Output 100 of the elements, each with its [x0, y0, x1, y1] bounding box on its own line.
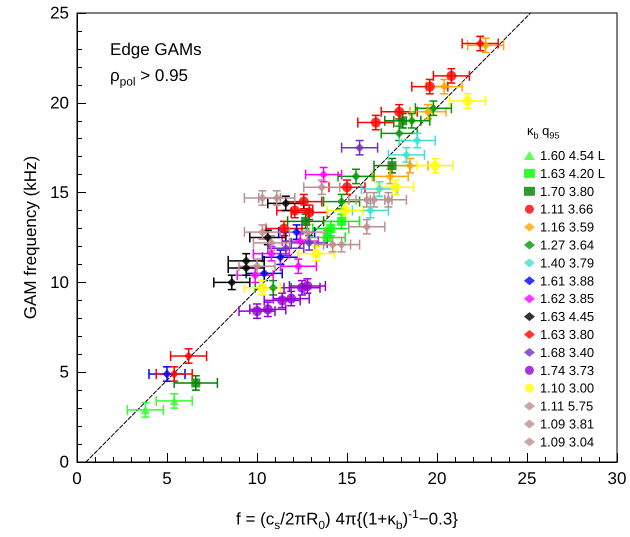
legend-label: 1.63 4.20 L — [540, 166, 606, 181]
point — [262, 304, 273, 314]
x-tick-label: 5 — [162, 469, 172, 488]
legend-label: 1.62 3.85 — [540, 291, 594, 306]
y-tick-label: 15 — [50, 183, 69, 202]
y-tick-label: 10 — [50, 272, 69, 292]
point — [279, 224, 289, 234]
point — [263, 233, 272, 242]
point — [286, 294, 296, 304]
point — [386, 172, 395, 181]
point — [260, 268, 269, 278]
point — [326, 224, 336, 234]
x-tick-label: 0 — [72, 469, 82, 488]
annotation: Edge GAMs — [110, 40, 202, 60]
y-tick-label: 5 — [60, 362, 69, 382]
legend-title: κ$_{b}$ q$_{95}$ — [527, 123, 560, 141]
point — [290, 206, 300, 216]
y-tick-label: 25 — [50, 4, 69, 22]
legend-label: 1.60 4.54 L — [540, 148, 606, 163]
point — [407, 116, 416, 126]
point — [298, 196, 309, 207]
legend-label: 1.68 3.40 — [540, 344, 594, 360]
y-tick-label: 0 — [60, 452, 69, 472]
point — [252, 262, 262, 271]
x-tick-label: 25 — [518, 469, 536, 488]
point — [227, 278, 236, 287]
point — [268, 283, 278, 292]
point — [292, 228, 302, 237]
point — [266, 238, 276, 248]
point — [398, 116, 408, 126]
legend-label: 1.10 3.00 — [540, 380, 594, 396]
point — [304, 207, 314, 218]
point — [170, 369, 179, 378]
point — [406, 161, 414, 170]
legend-label: 1.11 3.66 — [540, 202, 594, 217]
x-tick-label: 20 — [428, 469, 446, 488]
legend-label: 1.11 5.75 — [540, 398, 594, 414]
point — [319, 170, 328, 180]
legend-label: 1.63 3.80 — [540, 327, 594, 342]
point — [266, 249, 276, 258]
point — [281, 244, 290, 253]
point — [277, 295, 288, 306]
legend-label: 1.70 3.80 — [540, 184, 594, 199]
point — [430, 160, 440, 171]
point — [304, 238, 314, 248]
point — [390, 182, 401, 192]
point — [337, 197, 346, 206]
point — [294, 262, 303, 271]
annotation: ρ$_{pol}$ > 0.95 — [110, 66, 188, 88]
point — [281, 198, 290, 208]
point — [424, 107, 432, 116]
point — [191, 378, 200, 388]
point — [162, 369, 172, 378]
legend-label: 1.16 3.59 — [540, 220, 594, 235]
y-axis-title: GAM frequency (kHz) — [21, 156, 40, 320]
y-tick-label: 20 — [50, 93, 69, 112]
point — [328, 240, 338, 250]
point — [352, 172, 360, 181]
point — [402, 150, 411, 160]
point — [184, 352, 194, 361]
point — [340, 206, 350, 216]
point — [242, 256, 251, 266]
legend-label: 1.74 3.73 — [540, 362, 594, 378]
legend-label: 1.63 4.45 — [540, 309, 594, 324]
point — [362, 222, 372, 232]
legend-label: 1.09 3.81 — [540, 416, 594, 432]
legend-label: 1.40 3.79 — [540, 255, 594, 270]
point — [370, 118, 381, 128]
point — [446, 70, 456, 81]
legend-label: 1.27 3.64 — [540, 238, 594, 252]
point — [258, 228, 267, 237]
x-tick-label: 10 — [248, 469, 266, 488]
point — [257, 282, 268, 293]
x-tick-label: 15 — [338, 469, 356, 488]
point — [374, 184, 384, 194]
point — [366, 206, 375, 216]
point — [337, 216, 346, 226]
point — [302, 228, 312, 237]
x-tick-label: 30 — [608, 469, 626, 488]
text: f = (c$_{s}$/2πR$_{0}$) 4π{(1+κ$_{b}$)$^{-1}$−0.3} — [236, 507, 458, 532]
point — [276, 252, 285, 262]
point — [322, 233, 332, 242]
legend-label: 1.61 3.88 — [540, 273, 594, 288]
point — [317, 182, 326, 192]
point — [337, 240, 346, 250]
legend-label: 1.09 3.04 — [540, 434, 594, 450]
point — [424, 82, 435, 92]
point — [342, 182, 352, 192]
point — [311, 248, 322, 259]
point — [394, 128, 404, 138]
point — [252, 306, 262, 316]
point — [355, 143, 364, 152]
point — [242, 264, 251, 273]
point — [301, 216, 310, 226]
point — [302, 280, 312, 291]
point — [428, 104, 438, 113]
point — [462, 96, 473, 106]
point — [412, 136, 422, 146]
point — [296, 236, 305, 246]
point — [476, 39, 485, 48]
